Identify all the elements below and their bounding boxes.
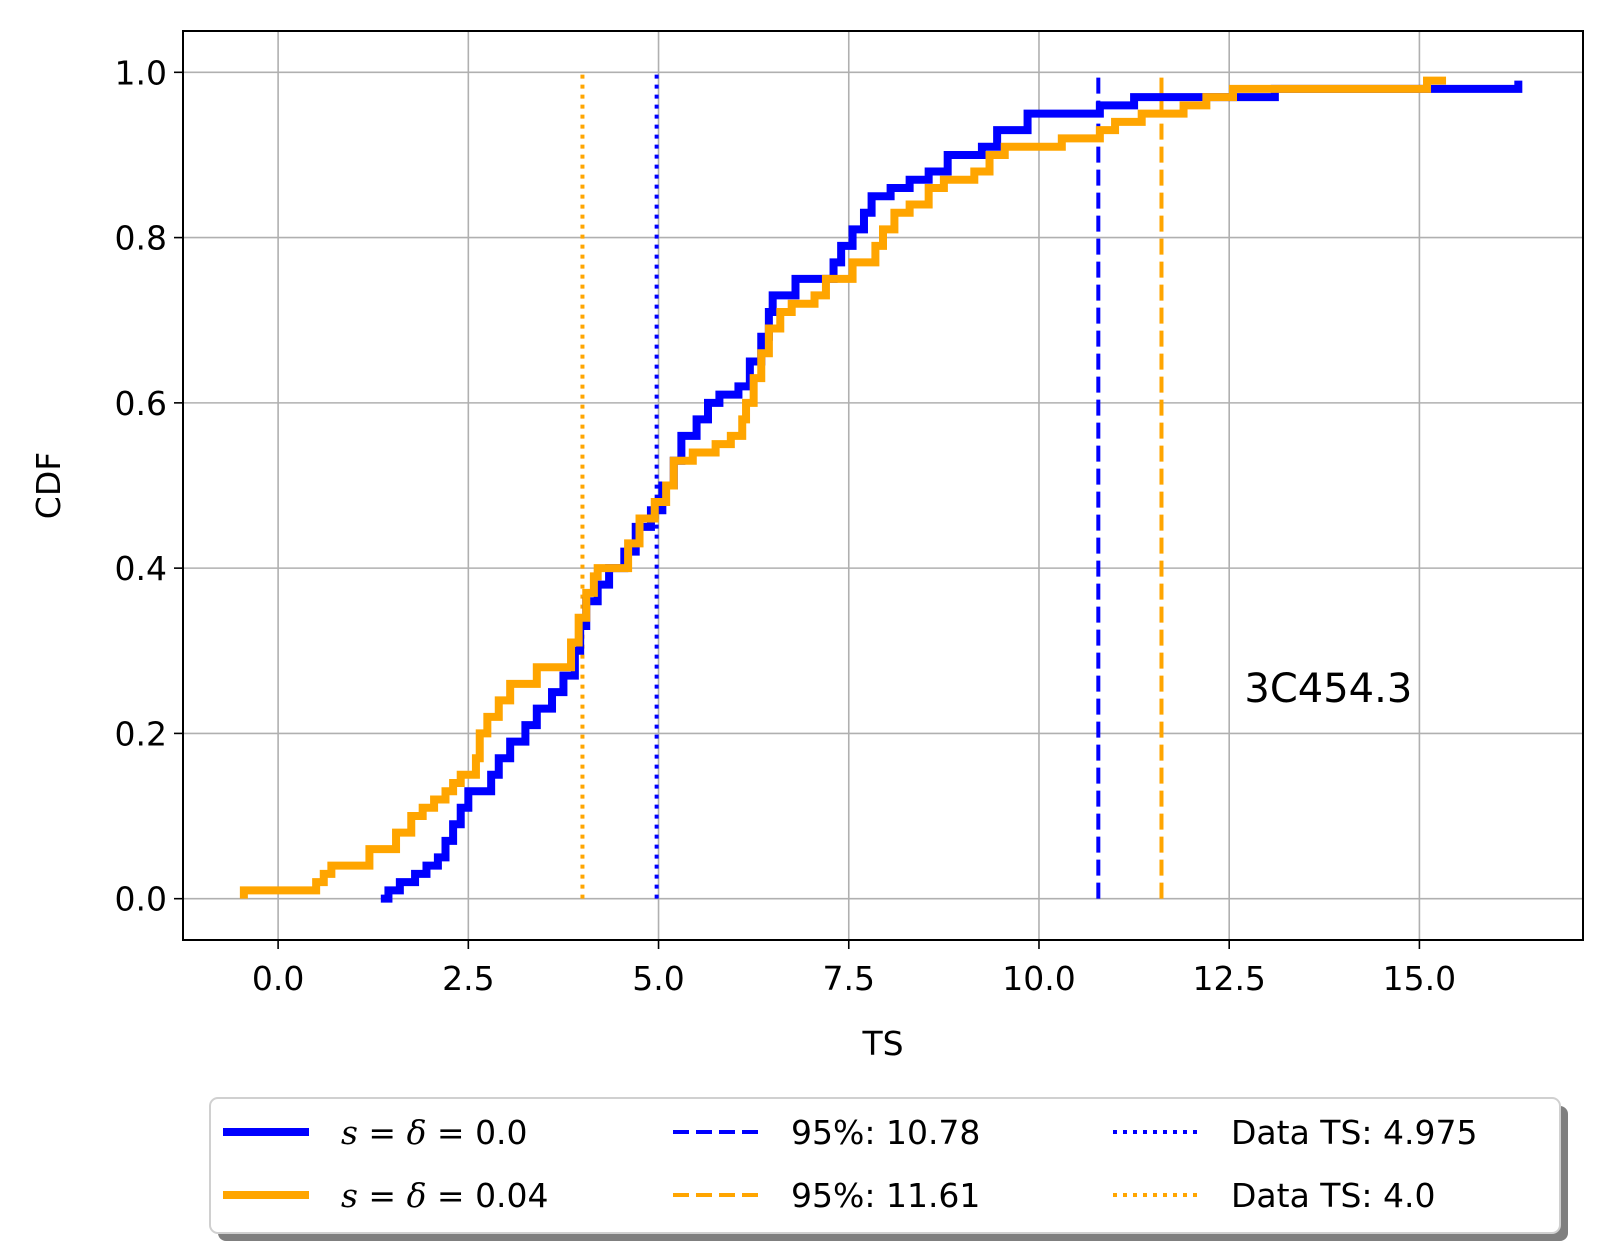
legend-box xyxy=(209,1097,1561,1234)
x-tick-label: 15.0 xyxy=(1383,959,1456,998)
legend-label: 95%: 10.78 xyxy=(791,1113,980,1152)
legend-label: s = δ = 0.04 xyxy=(341,1176,549,1215)
series-line-s004 xyxy=(239,76,1447,899)
legend-label: 95%: 11.61 xyxy=(791,1176,980,1215)
x-tick-label: 7.5 xyxy=(823,959,875,998)
axis-ticks: 0.0 2.5 5.0 7.5 10.0 12.5 15.0 0.0 0.2 0.4 0.6 0.8 1… xyxy=(115,53,1457,998)
cdf-series xyxy=(239,76,1523,903)
legend-label: Data TS: 4.975 xyxy=(1231,1113,1477,1152)
source-annotation: 3C454.3 xyxy=(1244,666,1412,712)
y-tick-label: 1.0 xyxy=(115,53,167,92)
y-tick-label: 0.8 xyxy=(115,219,167,258)
reference-lines xyxy=(580,72,1164,899)
x-tick-label: 0.0 xyxy=(252,959,304,998)
x-tick-label: 5.0 xyxy=(632,959,684,998)
legend: s = δ = 0.0 s = δ = 0.04 95%: 10.78 95%: 11… xyxy=(209,1097,1568,1241)
x-tick-label: 12.5 xyxy=(1192,959,1265,998)
x-tick-label: 10.0 xyxy=(1002,959,1075,998)
y-tick-label: 0.0 xyxy=(115,880,167,919)
legend-label: Data TS: 4.0 xyxy=(1231,1176,1435,1215)
x-tick-label: 2.5 xyxy=(442,959,494,998)
y-tick-label: 0.6 xyxy=(115,384,167,423)
y-tick-label: 0.4 xyxy=(115,549,167,588)
y-tick-label: 0.2 xyxy=(115,714,167,753)
x-axis-label: TS xyxy=(861,1024,903,1063)
y-axis-label: CDF xyxy=(29,452,68,519)
plot-frame xyxy=(182,30,1584,941)
grid-lines xyxy=(183,31,1583,940)
legend-label: s = δ = 0.0 xyxy=(341,1113,528,1152)
